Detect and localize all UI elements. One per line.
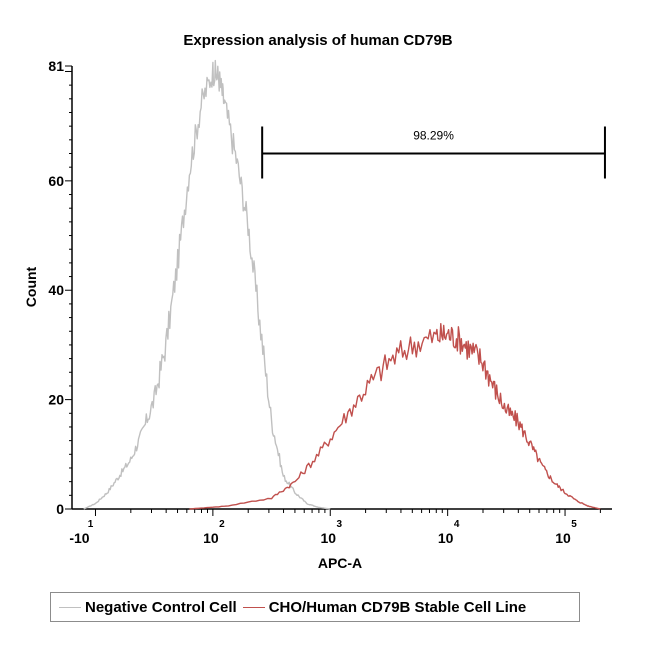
- chart-title: Expression analysis of human CD79B: [183, 32, 452, 49]
- y-tick-label: 60: [48, 173, 64, 189]
- x-tick-exponent: 5: [571, 519, 577, 530]
- x-tick-base: 10: [555, 530, 571, 546]
- legend-swatch-negative-control: [59, 606, 81, 608]
- series-line-1: [189, 323, 601, 510]
- legend-item-negative-control: Negative Control Cell: [59, 599, 237, 616]
- x-tick-label: 104: [438, 519, 460, 546]
- legend: Negative Control Cell CHO/Human CD79B St…: [50, 592, 580, 622]
- series-line-0: [83, 59, 331, 510]
- y-tick-label: 20: [48, 392, 64, 408]
- series-layer: [83, 59, 601, 510]
- legend-label-negative-control: Negative Control Cell: [85, 598, 237, 616]
- x-tick-label: 102: [203, 519, 225, 546]
- x-tick-exponent: 4: [454, 519, 460, 530]
- x-tick-label: -101: [69, 519, 93, 546]
- y-axis-label: Count: [23, 266, 39, 307]
- x-tick-label: 103: [320, 519, 342, 546]
- x-tick-base: 10: [438, 530, 454, 546]
- legend-label-stable-cell-line: CHO/Human CD79B Stable Cell Line: [268, 598, 527, 616]
- x-tick-base: -10: [69, 530, 89, 546]
- y-tick-label: 40: [48, 282, 64, 298]
- x-tick-base: 10: [320, 530, 336, 546]
- x-tick-exponent: 1: [88, 519, 94, 530]
- x-tick-base: 10: [203, 530, 219, 546]
- x-axis-label: APC-A: [318, 555, 362, 571]
- x-tick-exponent: 3: [336, 519, 342, 530]
- x-tick-label: 105: [555, 519, 577, 546]
- x-tick-exponent: 2: [219, 519, 225, 530]
- legend-swatch-stable-cell-line: [242, 606, 265, 608]
- gate-label: 98.29%: [413, 129, 454, 143]
- histogram-chart: Expression analysis of human CD79B 0 20 40…: [23, 32, 612, 571]
- y-tick-label: 81: [48, 58, 64, 74]
- gate-layer: 98.29%: [261, 126, 606, 179]
- y-tick-label: 0: [56, 501, 64, 517]
- legend-item-stable-cell-line: CHO/Human CD79B Stable Cell Line: [242, 598, 527, 616]
